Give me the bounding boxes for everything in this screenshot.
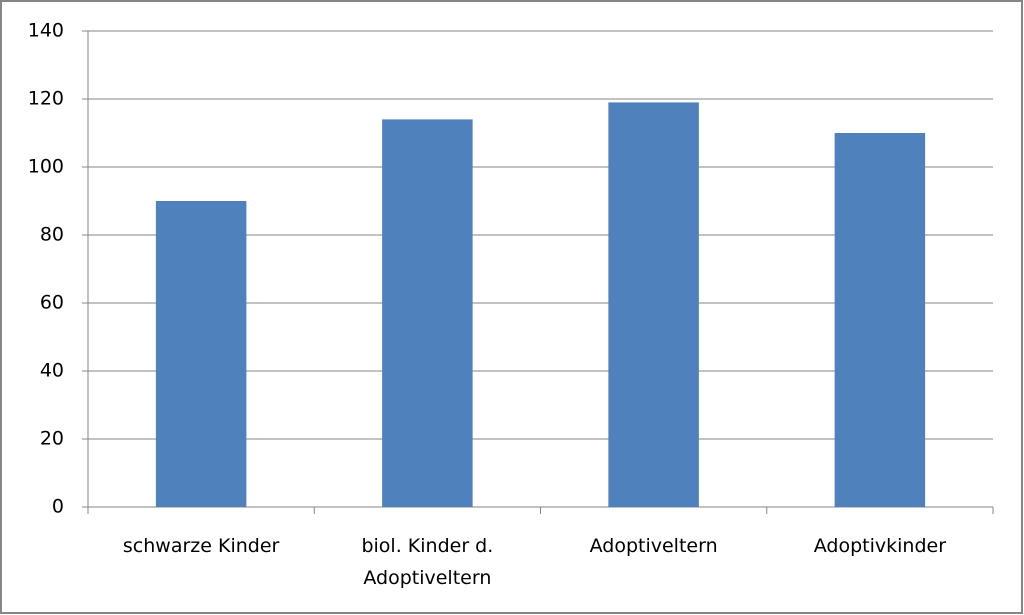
y-tick-label: 140: [28, 20, 64, 42]
x-tick-label: Adoptivkinder: [813, 535, 947, 557]
x-tick-label: schwarze Kinder: [122, 535, 280, 557]
y-tick-label: 0: [52, 496, 64, 518]
y-tick-label: 80: [40, 224, 64, 246]
bar: [608, 102, 699, 508]
y-tick-label: 120: [28, 88, 64, 110]
y-tick-label: 60: [40, 292, 64, 314]
x-tick-label: Adoptiveltern: [589, 535, 718, 557]
bar: [155, 201, 247, 507]
y-tick-label: 100: [28, 156, 64, 178]
bar: [834, 133, 926, 507]
y-tick-label: 40: [40, 360, 64, 382]
x-tick-label: biol. Kinder d. Adoptiveltern: [361, 535, 494, 589]
y-tick-label: 20: [40, 428, 64, 450]
bar: [382, 119, 473, 508]
